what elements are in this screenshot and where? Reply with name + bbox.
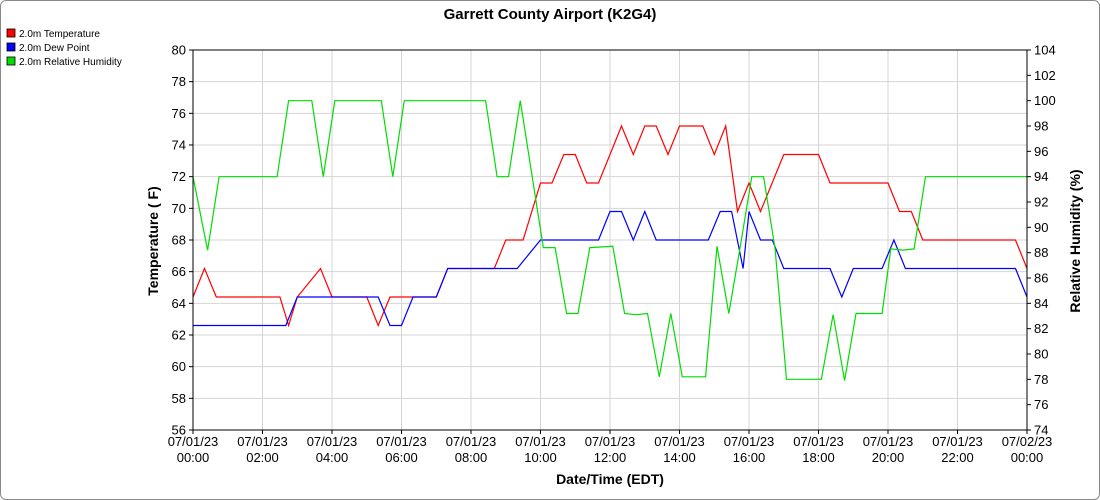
y-right-tick-label: 74 [1034, 423, 1048, 438]
x-tick-time-label: 16:00 [733, 450, 766, 465]
x-tick-time-label: 08:00 [455, 450, 488, 465]
y-right-tick-label: 102 [1034, 68, 1056, 83]
y-left-tick-label: 60 [172, 359, 186, 374]
y-left-tick-label: 70 [172, 201, 186, 216]
y-right-tick-label: 96 [1034, 144, 1048, 159]
x-axis-ticks: 07/01/2300:0007/01/2302:0007/01/2304:000… [168, 430, 1053, 465]
y-right-tick-label: 82 [1034, 321, 1048, 336]
x-tick-date-label: 07/01/23 [585, 434, 636, 449]
y-axis-right-title: Relative Humidity (%) [1067, 169, 1083, 312]
series-line-m-relative-humidity [192, 100, 1027, 381]
y-left-tick-label: 62 [172, 328, 186, 343]
legend-label-dew-point: 2.0m Dew Point [19, 43, 90, 54]
y-left-tick-label: 68 [172, 233, 186, 248]
y-right-tick-label: 100 [1034, 93, 1056, 108]
y-left-tick-label: 78 [172, 74, 186, 89]
y-right-tick-label: 78 [1034, 372, 1048, 387]
legend: 2.0m Temperature 2.0m Dew Point 2.0m Rel… [6, 28, 122, 68]
x-tick-time-label: 18:00 [802, 450, 835, 465]
y-left-tick-label: 80 [172, 43, 186, 58]
x-tick-date-label: 07/01/23 [376, 434, 427, 449]
y-axis-right-ticks: 74 76 78 80 82 84 86 88 90 92 94 96 98 100 102 104 [1027, 43, 1056, 438]
y-right-tick-label: 98 [1034, 119, 1048, 134]
x-tick-date-label: 07/01/23 [168, 434, 219, 449]
chart-title: Garrett County Airport (K2G4) [444, 6, 657, 23]
x-tick-date-label: 07/01/23 [863, 434, 914, 449]
y-left-tick-label: 76 [172, 106, 186, 121]
y-right-tick-label: 94 [1034, 169, 1048, 184]
y-left-tick-label: 58 [172, 391, 186, 406]
x-tick-time-label: 20:00 [872, 450, 905, 465]
y-right-tick-label: 76 [1034, 397, 1048, 412]
series-line-m-dew-point [193, 209, 1028, 327]
y-right-tick-label: 84 [1034, 296, 1048, 311]
y-axis-left-title: Temperature ( F) [145, 186, 161, 295]
y-right-tick-label: 90 [1034, 220, 1048, 235]
x-tick-date-label: 07/01/23 [446, 434, 497, 449]
legend-swatch-relative-humidity [6, 56, 16, 66]
x-tick-date-label: 07/01/23 [724, 434, 775, 449]
y-right-tick-label: 80 [1034, 347, 1048, 362]
x-tick-date-label: 07/01/23 [237, 434, 288, 449]
y-right-tick-label: 104 [1034, 43, 1056, 58]
legend-swatch-temperature [6, 28, 16, 38]
x-tick-time-label: 06:00 [385, 450, 418, 465]
legend-label-temperature: 2.0m Temperature [19, 29, 100, 40]
legend-label-relative-humidity: 2.0m Relative Humidity [19, 57, 122, 68]
x-tick-time-label: 00:00 [1011, 450, 1044, 465]
y-left-tick-label: 56 [172, 423, 186, 438]
y-left-tick-label: 64 [172, 296, 186, 311]
x-tick-date-label: 07/01/23 [932, 434, 983, 449]
x-tick-date-label: 07/01/23 [515, 434, 566, 449]
y-right-tick-label: 88 [1034, 245, 1048, 260]
x-tick-date-label: 07/01/23 [654, 434, 705, 449]
y-axis-left-ticks: 56 58 60 62 64 66 68 70 72 74 76 78 80 [172, 43, 193, 438]
x-tick-date-label: 07/02/23 [1002, 434, 1053, 449]
x-tick-time-label: 12:00 [594, 450, 627, 465]
x-tick-date-label: 07/01/23 [793, 434, 844, 449]
x-tick-time-label: 22:00 [941, 450, 974, 465]
x-axis-title: Date/Time (EDT) [556, 471, 664, 487]
x-tick-time-label: 14:00 [663, 450, 696, 465]
y-left-tick-label: 66 [172, 264, 186, 279]
x-tick-date-label: 07/01/23 [307, 434, 358, 449]
grid [192, 49, 1028, 431]
y-right-tick-label: 86 [1034, 271, 1048, 286]
x-tick-time-label: 00:00 [177, 450, 210, 465]
x-tick-time-label: 04:00 [316, 450, 349, 465]
y-left-tick-label: 74 [172, 138, 186, 153]
y-left-tick-label: 72 [172, 169, 186, 184]
x-tick-time-label: 10:00 [524, 450, 557, 465]
legend-swatch-dew-point [6, 42, 16, 52]
series-lines [192, 100, 1028, 381]
x-tick-time-label: 02:00 [246, 450, 279, 465]
y-right-tick-label: 92 [1034, 195, 1048, 210]
